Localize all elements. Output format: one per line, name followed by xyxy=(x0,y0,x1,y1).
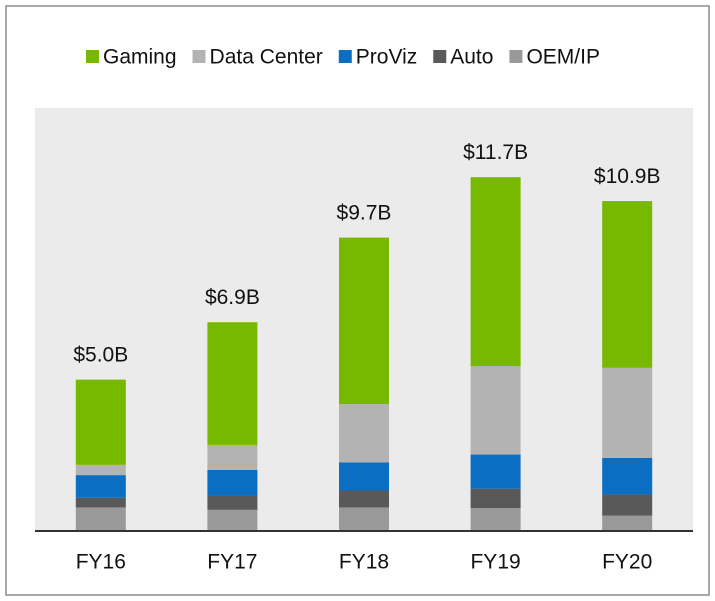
bar-segment xyxy=(207,469,258,496)
total-label: $11.7B xyxy=(463,141,528,164)
bar-segment xyxy=(207,509,258,531)
bar-segment xyxy=(75,507,126,531)
total-label: $6.9B xyxy=(205,286,260,309)
legend-swatch xyxy=(192,50,206,63)
bar-segment xyxy=(602,515,653,531)
bar-segment xyxy=(339,507,389,531)
legend-label: Auto xyxy=(450,46,493,69)
bar-segment xyxy=(470,454,521,489)
bar-segment xyxy=(75,475,126,498)
bar-segment xyxy=(602,494,653,516)
total-label: $9.7B xyxy=(337,201,392,224)
x-tick-label: FY20 xyxy=(602,551,652,574)
x-tick-label: FY17 xyxy=(207,551,257,574)
legend-label: Gaming xyxy=(103,46,177,69)
bar-segment xyxy=(75,497,126,508)
total-label: $5.0B xyxy=(73,343,128,366)
legend-swatch xyxy=(338,50,352,63)
x-tick-label: FY19 xyxy=(470,551,520,574)
bar-segment xyxy=(207,495,258,510)
legend-swatch xyxy=(433,50,447,63)
x-tick-label: FY16 xyxy=(76,551,126,574)
legend-label: ProViz xyxy=(356,46,417,69)
bar-segment xyxy=(339,404,389,463)
bar-segment xyxy=(339,237,389,405)
bar-segment xyxy=(339,462,389,491)
bar-segment xyxy=(602,367,653,458)
bar-segment xyxy=(602,457,653,495)
legend-label: Data Center xyxy=(210,46,323,69)
bar-segment xyxy=(602,201,653,368)
bar-segment xyxy=(470,488,521,509)
total-label: $10.9B xyxy=(594,165,661,188)
legend-swatch xyxy=(86,50,99,63)
bar-segment xyxy=(470,366,521,455)
bar-segment xyxy=(470,177,521,367)
bar-segment xyxy=(339,490,389,508)
bar-segment xyxy=(207,322,258,445)
legend-label: OEM/IP xyxy=(526,46,600,69)
x-tick-label: FY18 xyxy=(339,551,389,574)
bar-segment xyxy=(75,464,126,476)
legend-swatch xyxy=(509,50,523,63)
bar-segment xyxy=(75,379,126,465)
bar-segment xyxy=(207,444,258,470)
bar-segment xyxy=(470,508,521,531)
